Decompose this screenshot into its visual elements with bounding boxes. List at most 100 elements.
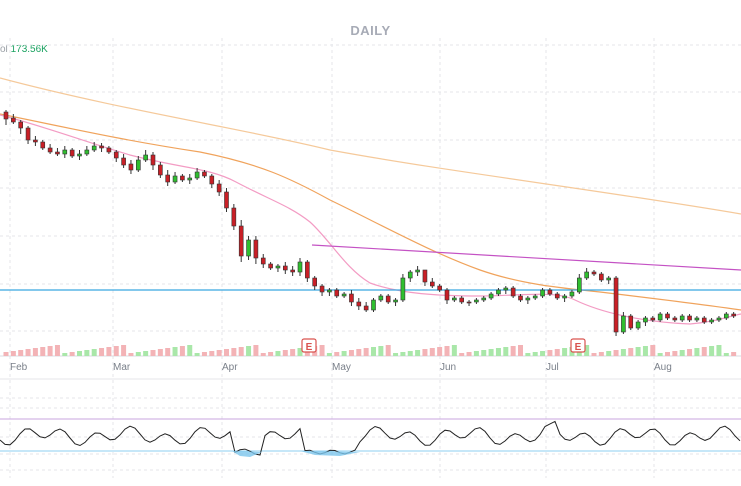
volume-bar-37	[268, 352, 274, 356]
candle-body-34	[246, 239, 251, 257]
candle-body-88	[643, 317, 648, 323]
candle-body-82	[599, 273, 604, 281]
candle-body-64	[466, 301, 472, 304]
candle-body-94	[687, 315, 692, 321]
candle-body-47	[341, 293, 347, 297]
candle-body-74	[540, 289, 545, 297]
volume-bar-1	[3, 352, 9, 356]
candle-body-7	[47, 147, 53, 153]
earnings-marker-1	[301, 338, 317, 353]
volume-bar-22	[157, 349, 163, 356]
candle-body-95	[694, 317, 700, 321]
volume-bar-4	[25, 349, 31, 356]
candle-body-69	[503, 287, 509, 291]
candle-body-68	[496, 289, 501, 295]
chart-title: DAILY	[350, 23, 391, 38]
volume-bar-9	[62, 353, 68, 356]
candle-body-24	[172, 175, 178, 183]
candle-body-15	[106, 147, 112, 153]
volume-bar-81	[591, 353, 597, 356]
volume-bar-68	[495, 348, 501, 356]
candle-body-96	[701, 317, 707, 323]
candle-body-98	[716, 317, 722, 321]
volume-bar-10	[69, 352, 75, 356]
volume-bar-98	[716, 345, 722, 356]
volume-bar-58	[422, 349, 428, 356]
volume-bar-63	[459, 353, 465, 356]
volume-bar-54	[393, 353, 399, 356]
volume-bar-44	[319, 345, 325, 356]
volume-bar-16	[113, 346, 119, 356]
volume-bar-85	[620, 349, 626, 356]
volume-bar-40	[290, 349, 296, 356]
candle-body-61	[444, 289, 450, 301]
volume-bar-15	[106, 347, 112, 356]
candle-body-19	[136, 159, 141, 171]
x-tick-aug: Aug	[654, 362, 672, 373]
candle-body-86	[628, 315, 634, 329]
candle-body-93	[679, 315, 685, 321]
candle-body-41	[297, 261, 303, 273]
candle-body-40	[290, 269, 295, 273]
candle-body-54	[393, 299, 398, 303]
candle-body-9	[62, 149, 68, 155]
volume-bar-69	[503, 347, 509, 356]
candle-body-85	[621, 315, 626, 333]
volume-bar-71	[518, 345, 523, 356]
candle-body-67	[488, 293, 494, 299]
volume-bar-34	[246, 346, 252, 356]
volume-bar-51	[371, 347, 376, 356]
volume-bar-21	[150, 350, 156, 356]
volume-bar-38	[275, 351, 281, 356]
volume-bar-92	[672, 351, 678, 356]
candle-body-26	[187, 177, 193, 181]
candle-body-62	[452, 297, 457, 301]
candle-body-30	[216, 183, 222, 193]
volume-bar-20	[143, 351, 149, 356]
candle-body-16	[113, 151, 119, 159]
volume-bar-46	[334, 352, 340, 356]
candle-body-10	[69, 149, 75, 157]
earnings-marker-label-2: E	[575, 342, 582, 353]
volume-bar-5	[32, 348, 38, 356]
volume-bar-100	[731, 352, 737, 356]
x-tick-apr: Apr	[222, 362, 238, 373]
candle-body-56	[407, 271, 413, 279]
candle-body-65	[474, 299, 479, 303]
candle-body-6	[40, 141, 46, 149]
volume-bar-83	[606, 351, 612, 356]
candle-body-50	[363, 305, 369, 311]
volume-bar-57	[415, 350, 421, 356]
volume-bar-39	[282, 350, 288, 356]
candle-body-79	[576, 277, 582, 293]
volume-bar-53	[385, 345, 391, 356]
resistance-trendline	[311, 244, 741, 271]
volume-bar-86	[628, 348, 634, 356]
candle-body-17	[121, 157, 126, 166]
volume-bar-17	[121, 345, 127, 356]
volume-bar-18	[128, 353, 134, 356]
volume-bar-75	[547, 350, 553, 356]
oscillator-line	[0, 420, 741, 456]
volume-bar-3	[18, 350, 24, 356]
volume-bar-50	[363, 348, 369, 356]
volume-bar-73	[532, 352, 538, 356]
candle-body-73	[532, 295, 538, 299]
candle-body-36	[260, 257, 266, 265]
volume-bar-2	[10, 351, 16, 356]
x-tick-may: May	[332, 362, 351, 373]
candle-body-81	[591, 271, 597, 275]
candle-body-48	[349, 293, 354, 303]
volume-bar-95	[694, 348, 700, 356]
volume-bar-59	[429, 348, 435, 356]
volume-bar-62	[451, 345, 457, 356]
volume-bar-45	[326, 353, 332, 356]
candle-body-29	[209, 175, 215, 185]
candle-body-44	[319, 285, 325, 293]
candle-body-22	[158, 164, 163, 176]
candle-body-43	[312, 277, 318, 287]
candle-body-18	[128, 163, 134, 171]
volume-bar-33	[238, 347, 244, 356]
